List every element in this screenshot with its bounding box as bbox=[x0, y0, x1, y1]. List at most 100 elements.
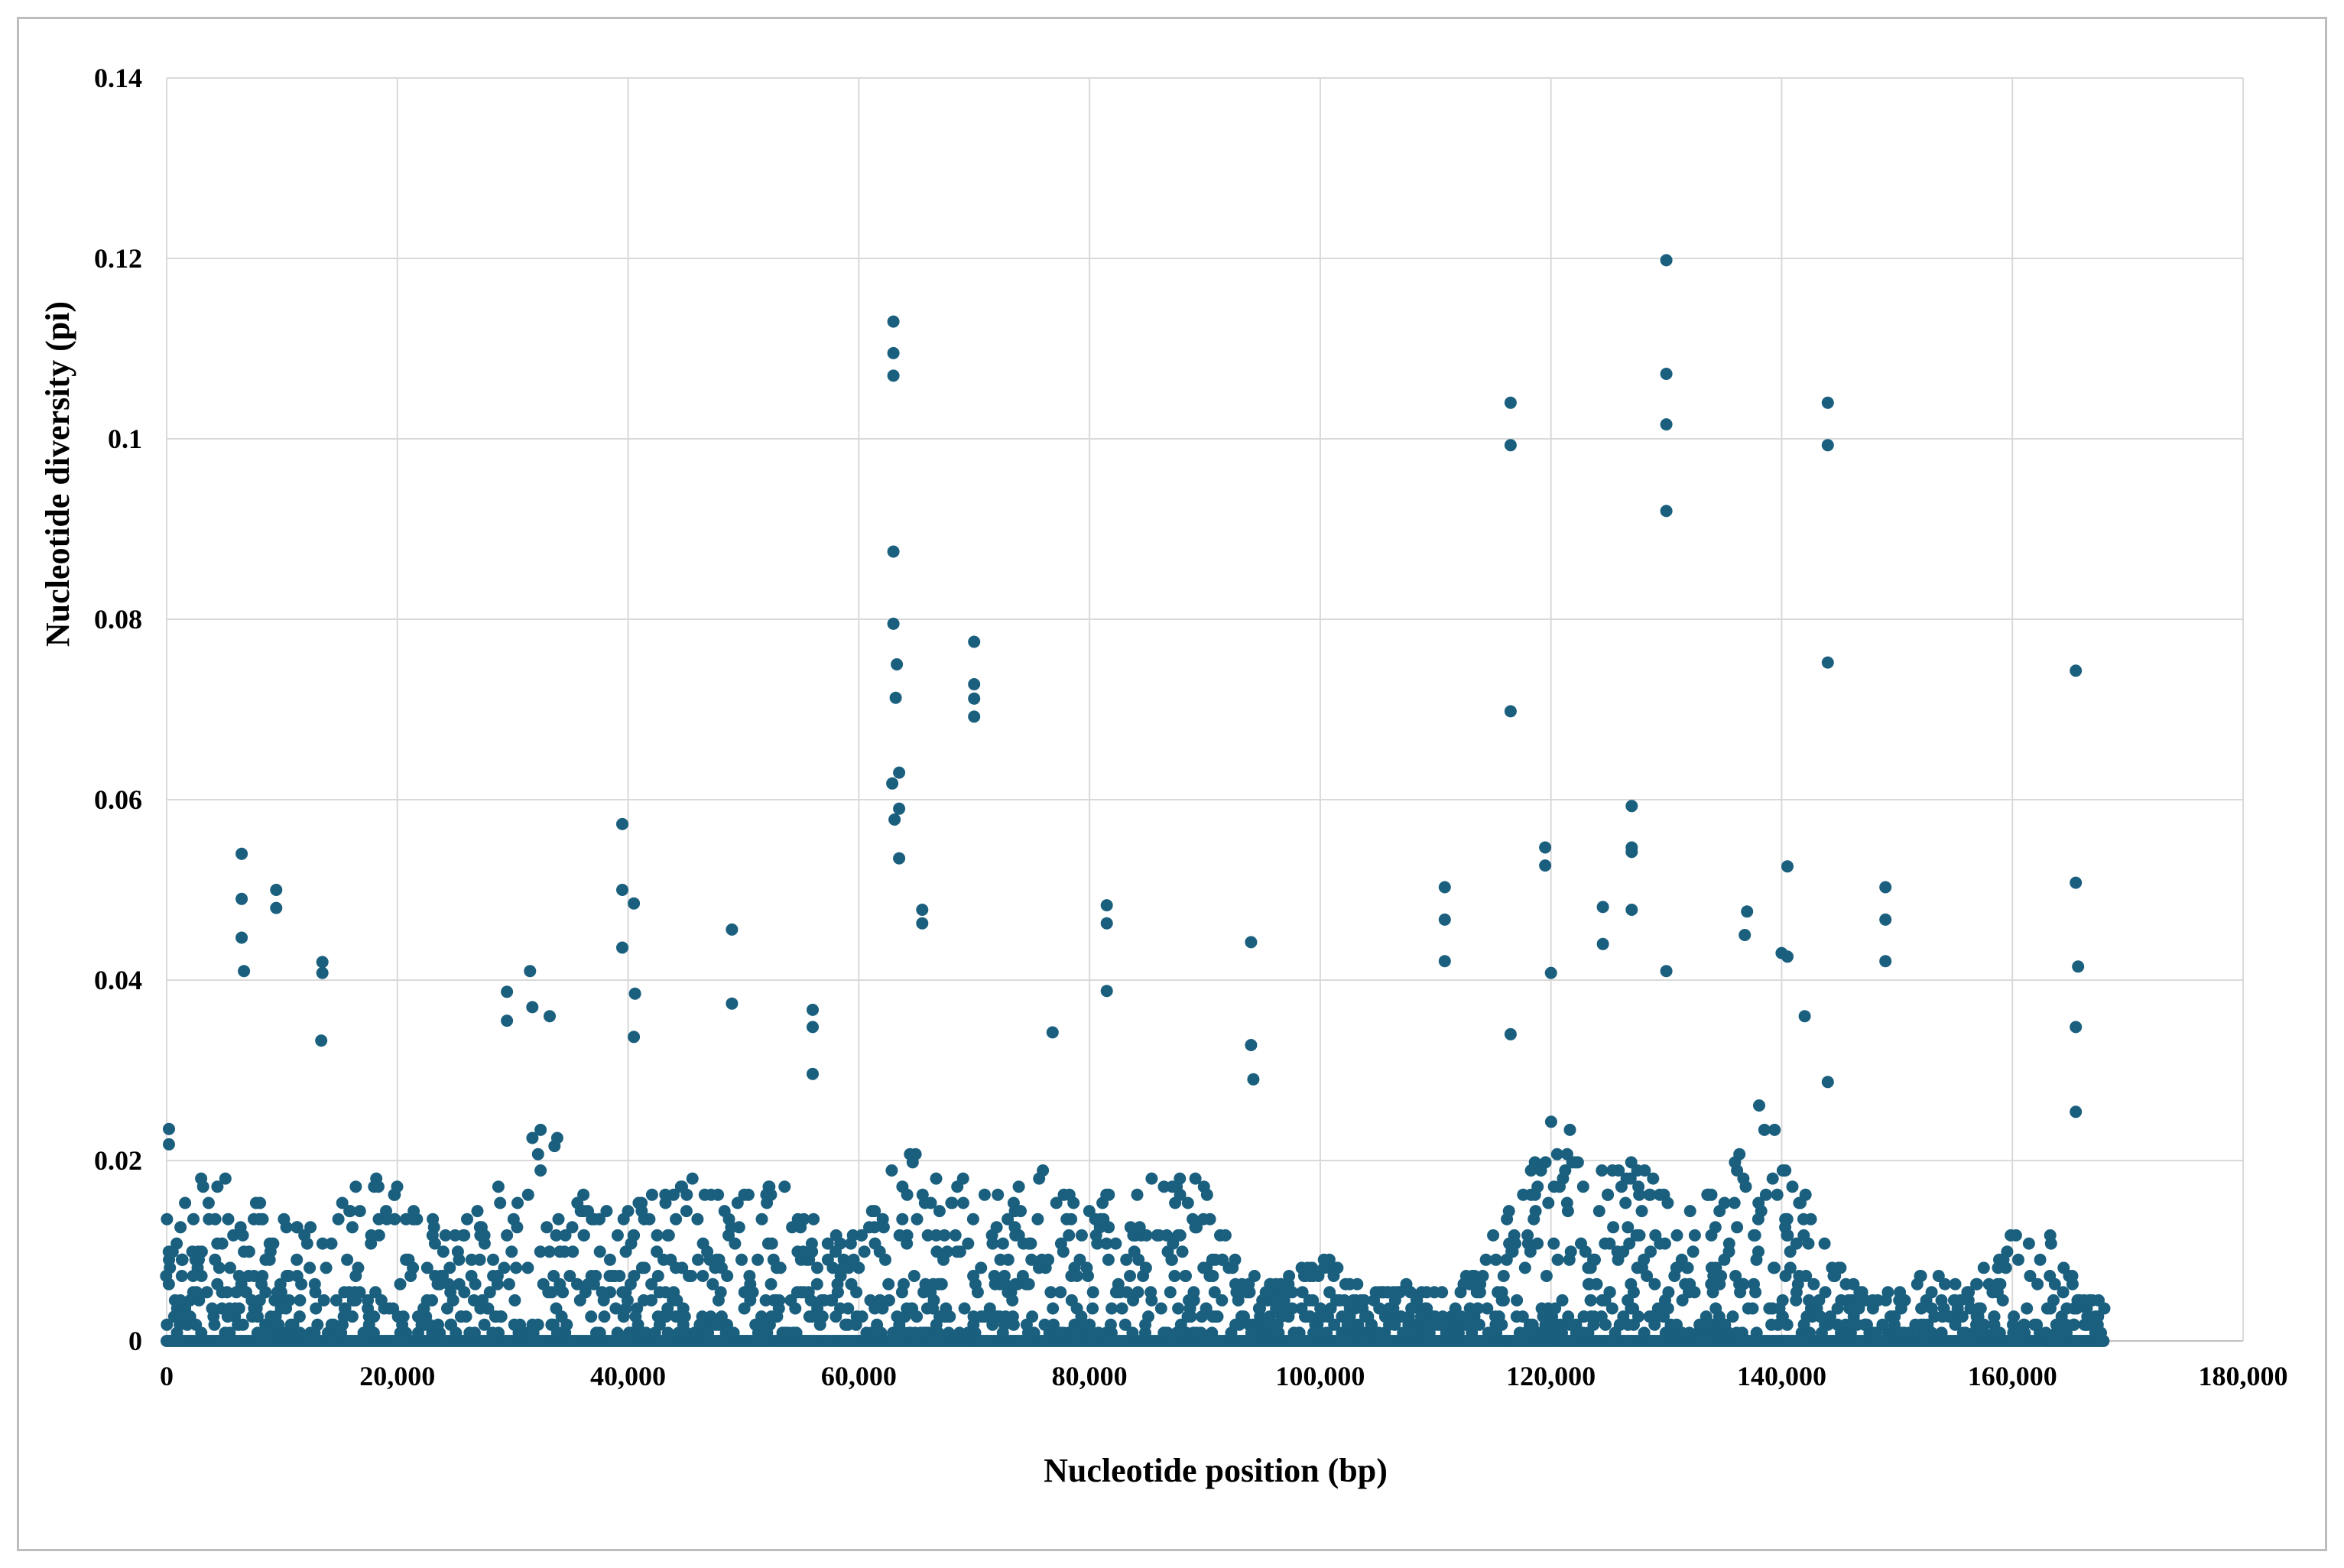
data-point bbox=[1739, 1180, 1752, 1193]
data-point bbox=[1779, 1164, 1792, 1177]
data-point bbox=[1556, 1294, 1569, 1307]
data-point bbox=[842, 1302, 855, 1315]
data-point bbox=[1516, 1310, 1529, 1323]
data-point bbox=[1497, 1294, 1510, 1307]
data-point bbox=[651, 1245, 664, 1258]
data-point bbox=[1037, 1164, 1050, 1177]
data-point bbox=[1497, 1270, 1510, 1282]
data-point bbox=[1307, 1294, 1320, 1307]
data-point bbox=[1544, 1115, 1557, 1128]
data-point bbox=[478, 1318, 491, 1331]
data-point bbox=[755, 1310, 768, 1323]
data-point bbox=[909, 1148, 922, 1161]
data-point bbox=[372, 1229, 385, 1242]
data-point bbox=[1737, 1277, 1750, 1290]
data-point bbox=[670, 1213, 683, 1226]
data-point bbox=[1248, 1270, 1261, 1282]
data-point bbox=[1804, 1213, 1817, 1226]
data-point bbox=[887, 369, 900, 382]
data-point bbox=[1102, 1221, 1115, 1234]
data-point bbox=[346, 1221, 359, 1234]
data-point bbox=[482, 1302, 495, 1315]
data-point bbox=[1219, 1229, 1232, 1242]
data-point bbox=[593, 1213, 605, 1226]
data-point bbox=[1961, 1286, 1974, 1299]
data-point bbox=[971, 1286, 984, 1299]
data-point bbox=[439, 1229, 452, 1242]
data-point bbox=[1328, 1318, 1341, 1331]
data-point bbox=[187, 1213, 200, 1226]
data-point bbox=[1688, 1286, 1701, 1299]
data-point bbox=[1741, 905, 1754, 918]
data-point bbox=[510, 1261, 522, 1274]
data-point bbox=[294, 1294, 307, 1307]
data-point bbox=[1323, 1286, 1336, 1299]
data-point bbox=[1607, 1221, 1620, 1234]
data-point bbox=[437, 1245, 450, 1258]
data-point bbox=[956, 1196, 969, 1209]
data-point bbox=[1189, 1172, 1202, 1185]
data-point bbox=[1771, 1188, 1784, 1201]
data-point bbox=[1790, 1237, 1803, 1250]
data-point bbox=[571, 1277, 583, 1290]
data-point bbox=[426, 1294, 438, 1307]
data-point bbox=[680, 1205, 693, 1218]
data-point bbox=[2066, 1270, 2079, 1282]
data-point bbox=[1139, 1261, 1152, 1274]
data-point bbox=[1623, 1237, 1636, 1250]
data-point bbox=[911, 1310, 924, 1323]
y-tick-label: 0.12 bbox=[94, 243, 142, 274]
data-point bbox=[1596, 937, 1609, 950]
data-point bbox=[1393, 1286, 1406, 1299]
data-point bbox=[1164, 1286, 1177, 1299]
data-point bbox=[765, 1237, 778, 1250]
data-point bbox=[270, 901, 283, 914]
data-point bbox=[1481, 1302, 1494, 1315]
data-point bbox=[544, 1010, 556, 1023]
data-point bbox=[1047, 1318, 1060, 1331]
data-point bbox=[1245, 936, 1258, 949]
data-point bbox=[2024, 1270, 2037, 1282]
data-point bbox=[1579, 1245, 1592, 1258]
data-point bbox=[2044, 1237, 2057, 1250]
data-point bbox=[1105, 1302, 1118, 1315]
data-point bbox=[1524, 1245, 1537, 1258]
data-point bbox=[315, 1034, 328, 1047]
data-point bbox=[807, 1021, 819, 1034]
data-point bbox=[1670, 1229, 1683, 1242]
x-tick-label: 80,000 bbox=[1052, 1361, 1128, 1391]
data-point bbox=[1879, 955, 1892, 968]
data-point bbox=[213, 1261, 226, 1274]
data-point bbox=[1660, 368, 1673, 380]
data-point bbox=[461, 1213, 473, 1226]
data-point bbox=[604, 1286, 616, 1299]
data-point bbox=[311, 1318, 324, 1331]
data-point bbox=[428, 1237, 441, 1250]
data-point bbox=[882, 1294, 895, 1307]
data-point bbox=[1949, 1277, 1962, 1290]
data-point bbox=[1799, 1188, 1812, 1201]
data-point bbox=[1504, 1027, 1517, 1040]
data-point bbox=[341, 1253, 354, 1266]
data-point bbox=[163, 1138, 175, 1151]
data-point bbox=[1627, 1286, 1640, 1299]
data-point bbox=[1821, 439, 1834, 452]
data-point bbox=[1781, 860, 1794, 873]
data-point bbox=[1576, 1180, 1589, 1193]
data-point bbox=[1571, 1156, 1584, 1169]
data-point bbox=[469, 1277, 482, 1290]
data-point bbox=[773, 1294, 786, 1307]
data-point bbox=[898, 1277, 910, 1290]
data-point bbox=[336, 1196, 349, 1209]
y-tick-label: 0.14 bbox=[94, 63, 142, 93]
data-point bbox=[1605, 1302, 1618, 1315]
x-tick-label: 60,000 bbox=[821, 1361, 897, 1391]
data-point bbox=[810, 1277, 823, 1290]
data-point bbox=[1635, 1205, 1648, 1218]
data-point bbox=[543, 1245, 556, 1258]
data-point bbox=[1768, 1261, 1781, 1274]
x-tick-label: 140,000 bbox=[1737, 1361, 1826, 1391]
data-point bbox=[170, 1237, 183, 1250]
data-point bbox=[1022, 1277, 1035, 1290]
data-point bbox=[1181, 1196, 1194, 1209]
